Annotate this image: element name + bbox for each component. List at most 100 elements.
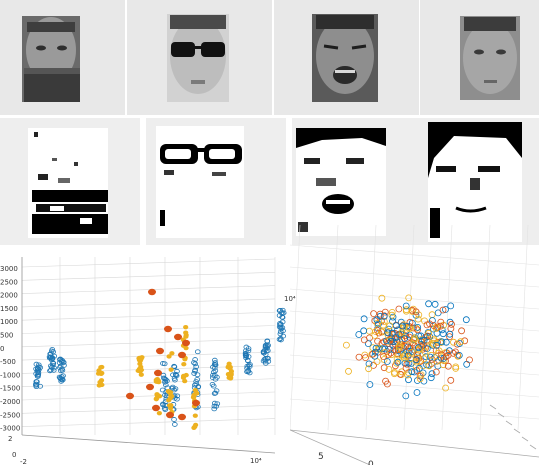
data-point — [161, 361, 168, 367]
data-point — [171, 375, 178, 381]
data-point — [265, 358, 272, 364]
data-point — [442, 384, 450, 392]
neutral-mask-image — [428, 122, 522, 242]
data-point — [393, 355, 401, 363]
data-point — [415, 364, 423, 372]
data-point — [394, 351, 402, 359]
data-point — [447, 325, 455, 332]
data-point — [414, 326, 421, 334]
data-point — [393, 359, 400, 367]
data-point — [153, 377, 159, 383]
data-point — [164, 325, 172, 333]
data-point — [49, 356, 56, 362]
data-point — [413, 389, 421, 396]
data-point — [152, 404, 160, 412]
axis-tick — [497, 412, 505, 418]
data-point — [382, 377, 389, 385]
data-point — [415, 346, 423, 354]
data-point — [378, 294, 386, 302]
data-point — [58, 374, 65, 380]
data-point — [431, 354, 439, 361]
data-point — [446, 330, 454, 338]
data-point — [211, 406, 218, 412]
data-point — [446, 318, 454, 326]
scarf-occluded-face-image — [22, 16, 80, 102]
y-tick-label: -3000 — [0, 425, 20, 433]
data-point — [225, 364, 232, 369]
data-point — [166, 411, 174, 419]
data-point — [48, 367, 54, 373]
data-point — [403, 323, 411, 330]
data-point — [265, 343, 271, 348]
data-point — [420, 355, 428, 363]
data-point — [410, 324, 417, 332]
data-point — [442, 353, 450, 361]
data-point — [148, 288, 156, 296]
left-scatter-points — [33, 288, 287, 430]
data-point — [428, 311, 436, 319]
data-point — [405, 359, 413, 367]
data-point — [171, 417, 177, 422]
data-point — [380, 364, 388, 372]
mask-panel-4 — [424, 118, 539, 245]
data-point — [165, 389, 171, 394]
axis-tick — [521, 436, 529, 442]
data-point — [362, 354, 369, 362]
data-point — [135, 368, 141, 373]
face-panel-4 — [420, 0, 539, 115]
data-point — [455, 351, 463, 359]
left-3d-projection-plot: 3000 2500 2000 1500 1000 500 0 -500 -1000 -1500 -2… — [0, 245, 296, 465]
data-point — [416, 375, 424, 383]
data-point — [438, 338, 446, 346]
data-point — [210, 369, 217, 375]
data-point — [243, 348, 249, 354]
data-point — [361, 351, 369, 359]
y-tick-label: 500 — [0, 332, 13, 340]
x-tick-label: 5 — [318, 452, 324, 462]
data-point — [183, 324, 189, 330]
data-point — [425, 362, 433, 370]
data-point — [360, 327, 368, 335]
x-tick-label: 0 — [368, 460, 374, 465]
data-point — [172, 386, 179, 392]
z-tick-label: -2 — [20, 458, 27, 465]
data-point — [210, 372, 216, 378]
grid-line — [21, 325, 276, 334]
data-point — [428, 370, 436, 378]
data-point — [444, 351, 452, 359]
grid-line — [290, 266, 539, 288]
data-point — [399, 324, 407, 332]
data-point — [430, 322, 437, 329]
data-point — [59, 366, 65, 372]
data-point — [245, 358, 251, 363]
data-point — [212, 368, 219, 374]
data-point — [395, 343, 403, 351]
data-point — [412, 311, 420, 319]
expression-shout-face-image — [312, 14, 378, 102]
data-point — [376, 310, 384, 318]
axis-tick — [489, 404, 497, 410]
data-point — [159, 387, 166, 393]
data-point — [99, 364, 105, 370]
data-point — [245, 369, 251, 374]
data-point — [463, 360, 471, 368]
left-grid — [21, 257, 276, 454]
data-point — [432, 368, 440, 376]
data-point — [391, 370, 398, 378]
grid-line — [517, 225, 529, 431]
data-point — [360, 336, 368, 344]
data-point — [452, 363, 460, 371]
data-point — [180, 373, 187, 379]
grid-line — [441, 225, 453, 431]
data-point — [416, 372, 424, 380]
data-point — [192, 424, 198, 430]
mask-panel-3 — [292, 118, 432, 245]
data-point — [420, 336, 428, 344]
grid-line — [365, 225, 377, 431]
data-point — [427, 374, 435, 382]
data-point — [355, 353, 363, 361]
data-point — [171, 364, 178, 370]
left-plot-svg: 3000 2500 2000 1500 1000 500 0 -500 -1000 -1500 -2… — [0, 257, 296, 465]
data-point — [371, 332, 379, 339]
data-point — [371, 352, 379, 360]
